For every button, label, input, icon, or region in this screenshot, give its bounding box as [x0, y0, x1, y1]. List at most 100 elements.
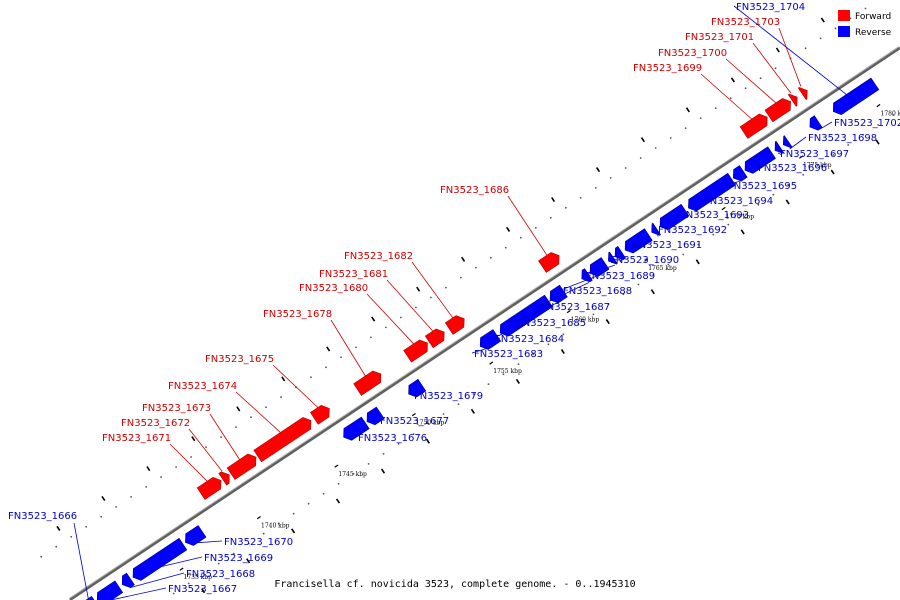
- grid-dot: [325, 366, 327, 369]
- grid-dot: [220, 436, 223, 438]
- leader-line: [676, 213, 679, 225]
- gene-label: FN3523_1675: [205, 354, 274, 365]
- grid-dot: [235, 426, 237, 428]
- grid-dot: [489, 256, 492, 259]
- grid-dot: [262, 532, 265, 535]
- grid-dot: [804, 47, 807, 50]
- grid-dot: [667, 263, 670, 266]
- gene-label: FN3523_1690: [610, 255, 679, 266]
- grid-dot: [504, 246, 507, 249]
- grid-dot: [367, 463, 370, 465]
- gene-label: FN3523_1695: [728, 181, 797, 192]
- grid-dash: [875, 139, 880, 145]
- gene-label: FN3523_1700: [658, 48, 727, 59]
- leader-line: [655, 228, 659, 237]
- grid-dash: [246, 558, 251, 564]
- grid-dot: [247, 542, 250, 545]
- legend: Forward Reverse: [838, 10, 892, 38]
- gene-FN3523_1691: [624, 228, 653, 254]
- grid-dot: [85, 525, 88, 528]
- gene-FN3523_1676: [343, 416, 370, 441]
- grid-dash: [640, 137, 645, 143]
- grid-dot: [115, 506, 117, 508]
- gene-label: FN3523_1677: [380, 416, 449, 427]
- grid-dash: [101, 495, 106, 502]
- gene-FN3523_1697: [774, 140, 785, 154]
- grid-dot: [202, 572, 205, 575]
- kbp-tick-label: 1765 kbp: [648, 265, 677, 272]
- grid-dash: [326, 346, 331, 352]
- grid-dot: [727, 223, 730, 226]
- grid-dot: [564, 206, 567, 209]
- leader-line: [725, 180, 743, 186]
- kbp-tick-label: 1735 kbp: [184, 574, 213, 581]
- grid-dash: [785, 199, 790, 205]
- grid-dash: [416, 286, 421, 292]
- gene-FN3523_1675: [309, 404, 330, 425]
- grid-dot: [172, 592, 175, 595]
- gene-label: FN3523_1703: [711, 17, 780, 28]
- leader-line: [733, 5, 859, 104]
- grid-dot: [579, 197, 582, 199]
- grid-dot: [639, 157, 642, 159]
- leader-line: [130, 572, 185, 588]
- grid-dot: [517, 363, 520, 366]
- grid-dot: [430, 296, 432, 299]
- gene-FN3523_1698: [782, 135, 793, 149]
- grid-dot: [847, 144, 850, 146]
- gene-label: FN3523_1689: [586, 271, 655, 282]
- leader-line: [778, 27, 802, 87]
- gene-FN3523_1681: [424, 328, 445, 349]
- grid-dash: [515, 378, 520, 384]
- leader-line: [725, 58, 777, 104]
- grid-dot: [502, 373, 505, 376]
- grid-dash: [595, 167, 601, 173]
- grid-dot: [472, 393, 475, 395]
- grid-dash: [650, 289, 655, 295]
- grid-dot: [712, 233, 715, 236]
- gene-label: FN3523_1687: [541, 302, 610, 313]
- gene-label: FN3523_1673: [142, 403, 211, 414]
- grid-dots: [40, 7, 895, 595]
- grid-dot: [624, 167, 627, 169]
- gene-FN3523_1667: [96, 580, 124, 600]
- leader-line: [111, 587, 167, 600]
- gene-FN3523_1683: [479, 329, 502, 350]
- grid-dot: [277, 522, 280, 525]
- gene-label: FN3523_1688: [563, 286, 632, 297]
- gene-FN3523_1702: [809, 115, 823, 131]
- grid-dot: [412, 433, 415, 435]
- kbp-tick-mark: [411, 413, 416, 417]
- grid-dot: [772, 193, 775, 196]
- grid-dash: [56, 525, 61, 531]
- grid-dot: [250, 416, 252, 419]
- grid-dot: [100, 515, 103, 518]
- kbp-tick-mark: [876, 103, 881, 108]
- gene-FN3523_1682: [444, 315, 465, 335]
- legend-forward-swatch: [838, 10, 850, 21]
- grid-dot: [307, 502, 310, 505]
- grid-dot: [592, 313, 595, 316]
- grid-dot: [862, 134, 865, 136]
- grid-dot: [652, 273, 655, 276]
- grid-dot: [519, 236, 522, 239]
- grid-dot: [70, 535, 73, 538]
- gene-FN3523_1671: [196, 476, 222, 500]
- gene-FN3523_1704: [832, 77, 880, 116]
- kbp-tick-label: 1755 kbp: [493, 368, 522, 375]
- grid-dot: [577, 323, 580, 326]
- kbp-tick-label: 1780 kbp: [881, 111, 900, 118]
- gene-FN3523_1695: [732, 165, 748, 182]
- kbp-tick-label: 1750 kbp: [416, 420, 445, 427]
- leader-line: [514, 300, 561, 323]
- grid-dot: [55, 545, 58, 548]
- gene-label: FN3523_1702: [834, 118, 900, 129]
- grid-dot: [310, 376, 312, 379]
- gene-FN3523_1669: [132, 537, 188, 581]
- gene-label: FN3523_1681: [319, 269, 388, 280]
- leader-line: [630, 243, 641, 249]
- grid-dot: [175, 466, 178, 468]
- gene-FN3523_1696: [744, 146, 776, 174]
- grid-dash: [775, 47, 780, 53]
- leader-line: [169, 443, 208, 482]
